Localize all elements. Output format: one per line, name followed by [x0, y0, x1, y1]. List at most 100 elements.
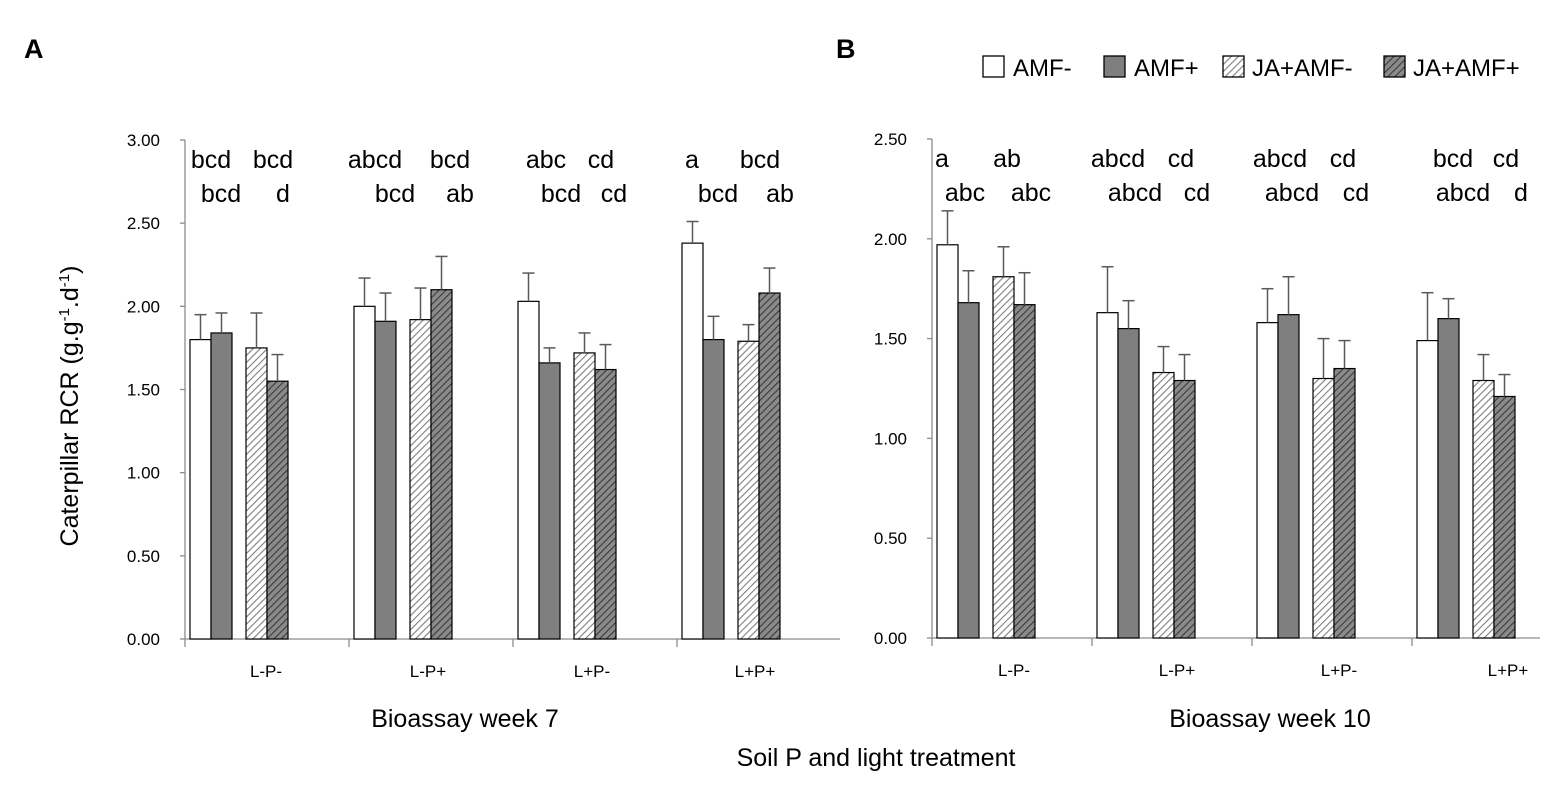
- significance-letter-b: abcd: [1091, 145, 1145, 173]
- significance-letter-a: bcd: [430, 146, 470, 174]
- bar-b-L-P--amf-minus: [936, 244, 959, 639]
- y-tick-label-a: 2.50: [127, 214, 160, 233]
- significance-letter-b: abc: [945, 179, 985, 207]
- bar-a-L-P--amf-minus: [189, 339, 212, 640]
- significance-letter-a: bcd: [191, 146, 231, 174]
- significance-letter-a: ab: [766, 180, 794, 208]
- category-label-a: L+P-: [574, 662, 610, 681]
- y-tick-label-b: 1.00: [874, 429, 907, 448]
- bar-b-L+P+-ja-amf-plus: [1493, 395, 1516, 639]
- legend-label-amf-plus: AMF+: [1134, 55, 1199, 82]
- bar-a-L+P--ja-amf-plus: [594, 368, 617, 640]
- bar-a-L-P+-amf-minus: [353, 305, 376, 640]
- bar-a-L-P--amf-plus: [210, 332, 233, 640]
- panel-a: 0.000.501.001.502.002.503.00L-P-bcd bcdbc…: [127, 131, 840, 681]
- significance-letter-b: a: [935, 145, 949, 173]
- significance-letter-b: ab: [993, 145, 1021, 173]
- panel-label-a: A: [24, 34, 44, 64]
- significance-letter-a: bcd: [698, 180, 738, 208]
- category-label-a: L-P-: [250, 662, 282, 681]
- bar-b-L+P--amf-minus: [1256, 322, 1279, 639]
- y-tick-label-b: 1.50: [874, 330, 907, 349]
- bar-a-L-P+-amf-plus: [374, 320, 397, 640]
- bar-b-L-P+-ja-amf-plus: [1173, 379, 1196, 639]
- bar-a-L+P+-amf-plus: [702, 339, 725, 640]
- legend-swatch-amf-minus: [982, 55, 1005, 78]
- bar-a-L+P--ja-amf-minus: [573, 352, 596, 640]
- legend-swatch-ja-amf-plus: [1383, 55, 1406, 78]
- shared-x-axis-title: Soil P and light treatment: [737, 744, 1016, 772]
- y-axis-title: Caterpillar RCR (g.g-1.d-1): [56, 266, 84, 547]
- bar-b-L+P--ja-amf-minus: [1312, 377, 1335, 639]
- bar-a-L+P+-amf-minus: [681, 242, 704, 640]
- bar-a-L+P+-ja-amf-plus: [758, 292, 781, 640]
- bar-a-L+P--amf-plus: [538, 362, 561, 640]
- significance-letter-a: bcd: [541, 180, 581, 208]
- y-tick-label-b: 2.50: [874, 130, 907, 149]
- significance-letter-b: cd: [1343, 179, 1369, 207]
- significance-letter-a: d: [276, 180, 290, 208]
- significance-letter-b: abcd: [1108, 179, 1162, 207]
- bar-b-L+P--ja-amf-plus: [1333, 367, 1356, 639]
- x-axis-title-b: Bioassay week 10: [1169, 705, 1371, 733]
- legend-label-amf-minus: AMF-: [1013, 55, 1072, 82]
- significance-letter-b: abc: [1011, 179, 1051, 207]
- significance-letter-a: bcd: [253, 146, 293, 174]
- significance-letter-b: cd: [1493, 145, 1519, 173]
- significance-letter-a: a: [685, 146, 699, 174]
- significance-letter-b: abcd: [1253, 145, 1307, 173]
- bar-b-L-P--ja-amf-minus: [992, 276, 1015, 639]
- bar-b-L-P--amf-plus: [957, 302, 980, 639]
- bar-b-L-P+-amf-plus: [1117, 328, 1140, 639]
- y-tick-label-a: 0.00: [127, 630, 160, 649]
- bar-b-L-P+-ja-amf-minus: [1152, 371, 1175, 639]
- significance-letter-b: cd: [1330, 145, 1356, 173]
- bar-a-L-P--ja-amf-plus: [266, 380, 289, 640]
- significance-letter-a: ab: [446, 180, 474, 208]
- bar-b-L+P+-ja-amf-minus: [1472, 379, 1495, 639]
- y-tick-label-a: 1.00: [127, 464, 160, 483]
- significance-letter-b: cd: [1168, 145, 1194, 173]
- bar-b-L+P+-amf-plus: [1437, 318, 1460, 639]
- category-label-b: L+P+: [1488, 661, 1529, 680]
- significance-letter-b: d: [1514, 179, 1528, 207]
- category-label-b: L-P-: [998, 661, 1030, 680]
- bar-b-L+P--amf-plus: [1277, 314, 1300, 639]
- bar-a-L-P+-ja-amf-plus: [430, 289, 453, 640]
- bar-a-L-P--ja-amf-minus: [245, 347, 268, 640]
- significance-letter-a: bcd: [375, 180, 415, 208]
- legend-label-ja-amf-minus: JA+AMF-: [1252, 55, 1353, 82]
- y-tick-label-a: 1.50: [127, 381, 160, 400]
- significance-letter-b: bcd: [1433, 145, 1473, 173]
- significance-letter-a: cd: [601, 180, 627, 208]
- category-label-a: L-P+: [410, 662, 446, 681]
- y-tick-label-b: 2.00: [874, 230, 907, 249]
- significance-letter-b: abcd: [1265, 179, 1319, 207]
- y-tick-label-b: 0.50: [874, 529, 907, 548]
- y-tick-label-a: 3.00: [127, 131, 160, 150]
- y-tick-label-b: 0.00: [874, 629, 907, 648]
- significance-letter-a: abc: [526, 146, 566, 174]
- x-axis-title-a: Bioassay week 7: [371, 705, 559, 733]
- significance-letter-a: bcd: [740, 146, 780, 174]
- bar-a-L+P+-ja-amf-minus: [737, 340, 760, 640]
- significance-letter-b: abcd: [1436, 179, 1490, 207]
- significance-letter-a: bcd: [201, 180, 241, 208]
- significance-letter-a: abcd: [348, 146, 402, 174]
- bar-a-L+P--amf-minus: [517, 300, 540, 640]
- bar-b-L-P+-amf-minus: [1096, 312, 1119, 639]
- bar-b-L+P+-amf-minus: [1416, 339, 1439, 639]
- y-tick-label-a: 2.00: [127, 297, 160, 316]
- panel-label-b: B: [836, 34, 856, 64]
- legend-swatch-amf-plus: [1103, 55, 1126, 78]
- legend: AMF- AMF+ JA+AMF- JA+AMF+: [982, 55, 1520, 82]
- significance-letter-b: cd: [1184, 179, 1210, 207]
- legend-label-ja-amf-plus: JA+AMF+: [1413, 55, 1520, 82]
- bar-a-L-P+-ja-amf-minus: [409, 319, 432, 640]
- category-label-b: L-P+: [1159, 661, 1195, 680]
- legend-swatch-ja-amf-minus: [1222, 55, 1245, 78]
- significance-letter-a: cd: [588, 146, 614, 174]
- category-label-b: L+P-: [1321, 661, 1357, 680]
